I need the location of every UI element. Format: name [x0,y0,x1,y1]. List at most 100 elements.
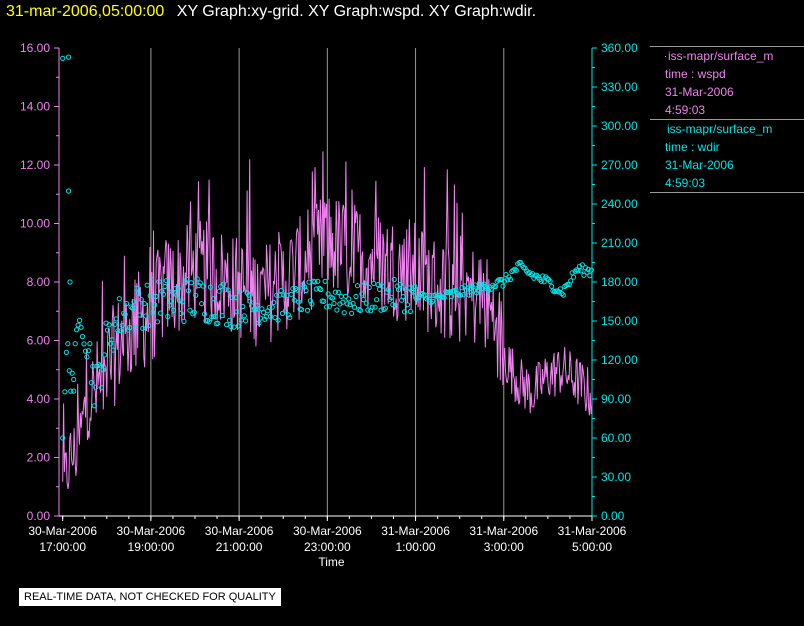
wdir-point [274,292,280,298]
y-right-tick-label: 330.00 [601,80,638,94]
wdir-point [138,297,144,303]
wdir-point [165,313,171,320]
wdir-point [474,290,480,296]
wdir-point [346,296,352,302]
wdir-point [318,286,324,293]
legend-wdir-variable: time : wdir [665,140,720,154]
wdir-point [391,276,397,283]
wdir-point [100,367,106,373]
x-tick-time: 17:00:00 [39,540,86,554]
title-timestamp: 31-mar-2006,05:00:00 [6,3,165,20]
legend-entry-wspd: iss-mapr/surface_m time : wspd 31-Mar-20… [650,47,804,119]
x-tick-time: 21:00:00 [216,540,263,554]
wdir-point [71,376,77,383]
wdir-point [559,291,565,297]
wdir-point [143,313,149,319]
wdir-point [260,309,266,315]
y-right-tick-label: 0.00 [601,509,625,523]
wdir-point [178,310,184,316]
wdir-point [588,267,594,273]
wdir-point [122,311,128,317]
wdir-point [403,286,409,292]
axis-labels: 30-Mar-2006 17:00:00 30-Mar-2006 19:00:00 30… [20,41,638,569]
wdir-point [547,278,553,284]
wdir-point [221,281,227,287]
wdir-point [410,289,416,295]
wdir-point [449,293,455,299]
x-tick-date: 30-Mar-2006 [205,524,274,538]
wdir-point [66,54,72,60]
wdir-point [60,55,66,62]
wdir-point [441,295,447,301]
wdir-point [127,325,133,331]
wdir-point [190,311,196,317]
wdir-point [334,307,340,313]
y-right-tick-label: 90.00 [601,392,631,406]
wdir-point [324,304,330,310]
wdir-point [135,290,141,296]
wdir-point [171,307,177,313]
wdir-point [322,278,328,284]
wdir-point [362,280,368,287]
legend-wdir-source: iss-mapr/surface_m [665,120,804,138]
wdir-point [166,302,172,308]
wdir-point [571,274,577,280]
y-right-tick-label: 180.00 [601,275,638,289]
wdir-point [82,348,89,354]
wdir-point [102,352,108,358]
y-right-tick-label: 120.00 [601,353,638,367]
wdir-point [116,296,122,302]
wdir-point [329,295,336,301]
wdir-point [306,279,312,285]
wdir-point [299,307,305,313]
wdir-point [406,285,412,291]
wdir-point [331,300,337,307]
wdir-point [169,289,175,295]
legend-wspd-source: iss-mapr/surface_m [665,47,804,65]
wdir-point [77,317,83,323]
wdir-point [224,322,230,328]
wdir-point [68,388,74,394]
wdir-point [351,304,358,310]
wdir-point [371,280,377,287]
wdir-point [184,276,190,282]
wdir-point [272,315,278,321]
wdir-point [193,292,199,298]
wdir-point [500,283,506,289]
y-left-tick-label: 16.00 [20,41,50,55]
wdir-point [315,278,321,284]
wdir-point [131,299,137,305]
wdir-point [156,279,162,285]
series-wdir [60,54,594,441]
wdir-point [225,287,231,293]
wdir-point [235,323,241,329]
wdir-point [400,294,406,300]
wdir-point [187,307,193,313]
wdir-point [118,328,124,334]
wdir-point [393,303,399,309]
x-tick-date: 31-Mar-2006 [469,524,538,538]
wdir-point [366,284,372,291]
wdir-point [146,322,152,329]
x-tick-time: 1:00:00 [396,540,436,554]
wdir-point [179,299,186,305]
wdir-point [396,287,402,293]
wdir-point [181,318,187,324]
wdir-point [460,292,466,298]
wdir-point [282,308,288,314]
wdir-point [390,302,396,308]
wdir-point [382,305,388,311]
y-right-tick-label: 300.00 [601,119,638,133]
wdir-point [109,337,115,343]
wspd-line [62,151,593,489]
wdir-point [84,354,90,360]
wdir-point [254,302,261,308]
wdir-point [129,305,136,311]
wdir-point [91,403,97,409]
y-left-tick-label: 0.00 [27,509,51,523]
wdir-point [209,314,215,320]
wdir-point [228,324,234,330]
wdir-point [466,292,472,298]
wdir-point [576,263,583,269]
x-tick-date: 30-Mar-2006 [28,524,97,538]
